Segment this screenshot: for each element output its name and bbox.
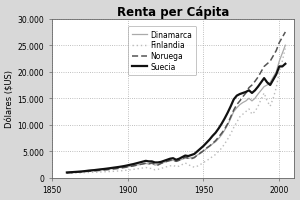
Line: Noruega: Noruega [67,33,285,173]
Noruega [65,172,69,174]
Dinamarca [174,160,178,163]
Dinamarca [138,164,142,166]
Legend: Dinamarca, Finlandia, Noruega, Suecia: Dinamarca, Finlandia, Noruega, Suecia [128,27,196,76]
Title: Renta per Cápita: Renta per Cápita [117,6,229,18]
Suecia [114,166,117,169]
Finlandia [114,170,117,173]
Finlandia [284,47,287,50]
Finlandia [253,111,257,113]
Dinamarca [284,45,287,47]
Suecia [253,90,257,92]
Noruega [284,32,287,34]
Line: Suecia: Suecia [67,64,285,173]
Suecia [247,90,251,92]
Suecia [262,78,266,80]
Noruega [138,164,142,166]
Dinamarca [262,86,266,88]
Y-axis label: Dólares ($US): Dólares ($US) [6,70,15,128]
Dinamarca [253,98,257,100]
Dinamarca [65,171,69,174]
Dinamarca [247,98,251,100]
Noruega [174,160,178,163]
Finlandia [138,167,142,170]
Dinamarca [114,167,117,170]
Line: Finlandia: Finlandia [67,49,285,173]
Suecia [174,159,178,161]
Noruega [247,87,251,89]
Finlandia [247,108,251,111]
Finlandia [174,166,178,168]
Noruega [262,66,266,68]
Suecia [65,171,69,174]
Noruega [114,168,117,170]
Finlandia [262,92,266,95]
Suecia [138,161,142,164]
Line: Dinamarca: Dinamarca [67,46,285,172]
Suecia [284,63,287,66]
Finlandia [65,172,69,175]
Noruega [253,81,257,83]
